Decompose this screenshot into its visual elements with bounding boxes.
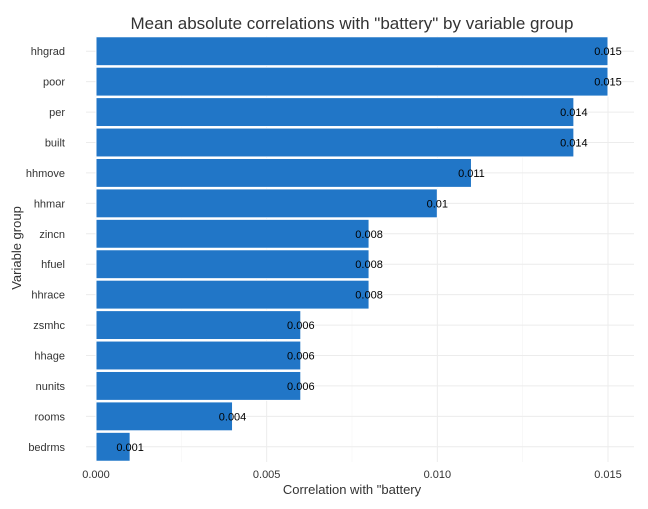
x-axis-ticks: 0.000 0.005 0.010 0.015 xyxy=(82,469,622,481)
data-label-hhgrad: 0.015 xyxy=(594,46,622,58)
y-axis-ticks: hhgrad poor per built hhmove hhmar zincn hfuel h… xyxy=(26,46,66,454)
y-tick-label-rooms: rooms xyxy=(34,411,65,423)
bar-hhage xyxy=(95,340,302,371)
x-axis-title: Correlation with "battery xyxy=(283,482,422,497)
data-label-per: 0.014 xyxy=(560,107,588,119)
bar-zsmhc xyxy=(95,310,302,341)
y-tick-label-hhgrad: hhgrad xyxy=(31,46,65,58)
bar-hhgrad xyxy=(95,36,609,67)
data-label-bedrms: 0.001 xyxy=(116,442,144,454)
bar-poor xyxy=(95,66,609,97)
y-tick-label-hfuel: hfuel xyxy=(41,259,65,271)
x-tick-label: 0.005 xyxy=(253,469,281,481)
y-tick-label-hhmar: hhmar xyxy=(34,198,66,210)
data-label-hfuel: 0.008 xyxy=(355,259,383,271)
data-labels-layer: 0.015 0.015 0.014 0.014 0.011 0.01 0.008 0.008 0… xyxy=(116,46,621,454)
bar-bedrms xyxy=(95,431,131,462)
chart-title: Mean absolute correlations with "battery… xyxy=(131,14,574,33)
bar-nunits xyxy=(95,370,302,401)
data-label-rooms: 0.004 xyxy=(219,411,247,423)
data-label-zsmhc: 0.006 xyxy=(287,320,315,332)
bar-rooms xyxy=(95,401,234,432)
y-axis-title: Variable group xyxy=(9,206,24,290)
y-tick-label-hhrace: hhrace xyxy=(31,290,65,302)
y-tick-label-bedrms: bedrms xyxy=(28,442,65,454)
bar-hhmove xyxy=(95,157,472,188)
x-tick-label: 0.015 xyxy=(594,469,622,481)
y-tick-label-zsmhc: zsmhc xyxy=(33,320,65,332)
x-tick-label: 0.000 xyxy=(82,469,110,481)
bar-hfuel xyxy=(95,249,370,280)
bar-hhrace xyxy=(95,279,370,310)
data-label-poor: 0.015 xyxy=(594,77,622,89)
y-tick-label-hhmove: hhmove xyxy=(26,168,65,180)
bar-per xyxy=(95,97,575,128)
bar-built xyxy=(95,127,575,158)
x-tick-label: 0.010 xyxy=(424,469,452,481)
data-label-nunits: 0.006 xyxy=(287,381,315,393)
data-label-hhmar: 0.01 xyxy=(427,198,448,210)
y-tick-label-built: built xyxy=(45,138,65,150)
bars-layer xyxy=(95,36,609,462)
y-tick-label-nunits: nunits xyxy=(36,381,66,393)
y-tick-label-per: per xyxy=(49,107,65,119)
data-label-hhrace: 0.008 xyxy=(355,290,383,302)
bar-zincn xyxy=(95,218,370,249)
data-label-hhmove: 0.011 xyxy=(458,168,485,180)
y-tick-label-zincn: zincn xyxy=(39,229,65,241)
data-label-built: 0.014 xyxy=(560,138,588,150)
data-label-zincn: 0.008 xyxy=(355,229,383,241)
data-label-hhage: 0.006 xyxy=(287,351,315,363)
bar-hhmar xyxy=(95,188,438,219)
y-tick-label-hhage: hhage xyxy=(34,351,65,363)
y-tick-label-poor: poor xyxy=(43,77,65,89)
